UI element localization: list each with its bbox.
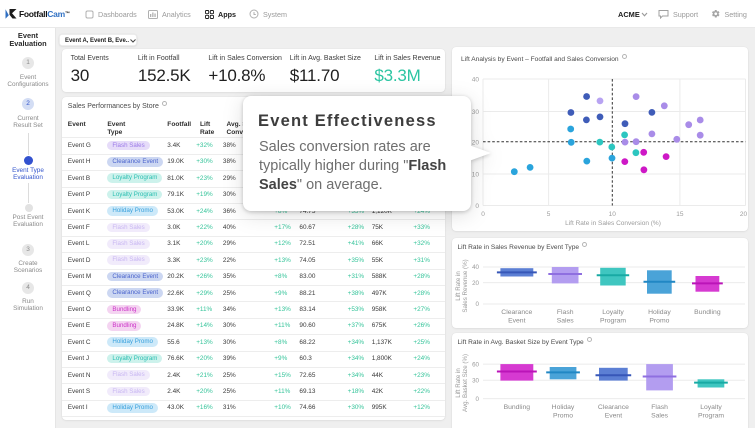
svg-text:10: 10: [609, 211, 617, 218]
svg-text:Holiday: Holiday: [648, 309, 671, 316]
svg-text:0: 0: [475, 203, 479, 210]
svg-text:Program: Program: [698, 413, 724, 420]
svg-text:Loyalty: Loyalty: [602, 309, 624, 316]
svg-text:0: 0: [476, 301, 480, 308]
svg-text:40: 40: [472, 77, 480, 84]
svg-text:Sales: Sales: [557, 318, 575, 325]
svg-text:Event: Event: [508, 318, 525, 325]
svg-text:15: 15: [676, 211, 684, 218]
svg-text:Flash: Flash: [651, 404, 668, 411]
svg-text:30: 30: [472, 377, 479, 384]
svg-text:Sales: Sales: [651, 413, 669, 420]
svg-text:10: 10: [472, 172, 480, 179]
svg-text:Clearance: Clearance: [501, 309, 532, 316]
svg-text:5: 5: [547, 211, 551, 218]
svg-text:0: 0: [476, 396, 480, 403]
svg-text:Lift Rate in Sales Conversion: Lift Rate in Sales Conversion (%): [565, 220, 661, 227]
svg-text:30: 30: [472, 109, 480, 116]
svg-text:20: 20: [740, 211, 748, 218]
svg-text:Loyalty: Loyalty: [700, 404, 722, 411]
svg-text:Promo: Promo: [553, 413, 573, 420]
svg-text:Promo: Promo: [649, 318, 669, 325]
svg-text:60: 60: [472, 361, 479, 368]
svg-text:Lift Rate in: Lift Rate in: [455, 368, 462, 398]
svg-text:20: 20: [472, 139, 480, 146]
svg-text:Sales Revenue (%): Sales Revenue (%): [462, 259, 469, 312]
svg-text:Bundling: Bundling: [504, 404, 531, 411]
svg-text:Flash: Flash: [557, 309, 574, 316]
svg-text:Program: Program: [600, 318, 626, 325]
svg-text:Avg. Basket Size (%): Avg. Basket Size (%): [462, 354, 469, 412]
svg-text:20: 20: [472, 280, 479, 287]
svg-text:Event: Event: [605, 413, 622, 420]
svg-text:0: 0: [481, 211, 485, 218]
svg-text:Lift Rate in: Lift Rate in: [455, 271, 462, 301]
svg-text:Bundling: Bundling: [694, 309, 721, 316]
svg-text:Holiday: Holiday: [552, 404, 575, 411]
svg-text:40: 40: [472, 264, 479, 271]
svg-text:Clearance: Clearance: [598, 404, 629, 411]
